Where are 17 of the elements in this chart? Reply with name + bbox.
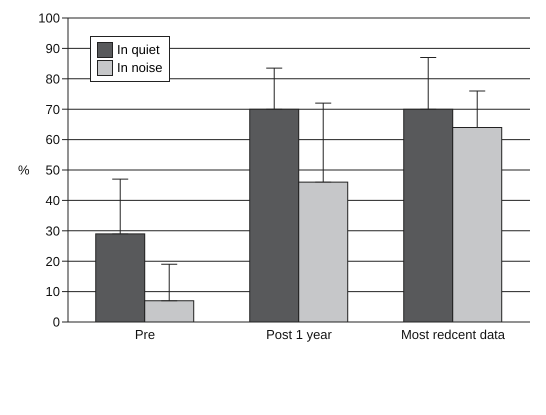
y-axis-title: % (18, 162, 30, 178)
x-tick-label: Pre (134, 327, 156, 342)
y-tick-label: 0 (52, 314, 60, 330)
y-tick-label: 50 (46, 162, 60, 178)
y-tick-label: 70 (46, 102, 60, 117)
legend-label: In quiet (117, 41, 160, 59)
y-tick-label: 90 (46, 41, 60, 56)
y-tick-label: 60 (46, 132, 60, 148)
legend-label: In noise (117, 59, 163, 77)
x-tick-label: Most redcent data (400, 327, 506, 342)
y-tick-label: 80 (46, 71, 60, 86)
x-tick-label: Post 1 year (266, 327, 333, 342)
y-tick-label: 10 (46, 284, 60, 300)
y-tick-label: 100 (38, 10, 60, 26)
y-tick-label: 20 (46, 254, 60, 269)
y-tick-label: 40 (46, 193, 60, 208)
y-tick-label: 30 (46, 223, 60, 238)
